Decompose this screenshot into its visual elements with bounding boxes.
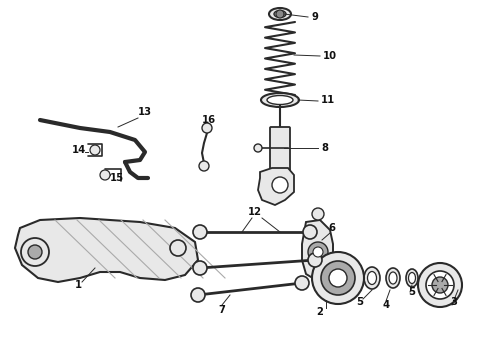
Ellipse shape <box>261 93 299 107</box>
Ellipse shape <box>389 272 397 284</box>
Text: 9: 9 <box>311 12 318 22</box>
Circle shape <box>90 145 100 155</box>
Text: 3: 3 <box>450 297 457 307</box>
Circle shape <box>295 276 309 290</box>
Text: 1: 1 <box>74 280 81 290</box>
Circle shape <box>426 271 454 299</box>
Ellipse shape <box>274 10 286 18</box>
Ellipse shape <box>409 273 416 284</box>
Circle shape <box>432 277 448 293</box>
Text: 16: 16 <box>202 115 216 125</box>
Text: 11: 11 <box>321 95 335 105</box>
Text: 5: 5 <box>357 297 364 307</box>
Circle shape <box>308 242 328 262</box>
Text: 12: 12 <box>248 207 262 217</box>
Ellipse shape <box>368 271 376 284</box>
Circle shape <box>272 177 288 193</box>
Polygon shape <box>15 218 198 282</box>
Text: 8: 8 <box>321 143 328 153</box>
Text: 7: 7 <box>219 305 225 315</box>
Text: 13: 13 <box>138 107 152 117</box>
Text: 15: 15 <box>110 173 124 183</box>
FancyBboxPatch shape <box>270 127 290 173</box>
Circle shape <box>308 253 322 267</box>
Polygon shape <box>258 168 294 205</box>
Circle shape <box>312 208 324 220</box>
Circle shape <box>202 123 212 133</box>
Circle shape <box>28 245 42 259</box>
Circle shape <box>21 238 49 266</box>
Circle shape <box>170 240 186 256</box>
Ellipse shape <box>267 95 293 104</box>
Text: 4: 4 <box>382 300 390 310</box>
Text: 5: 5 <box>408 287 415 297</box>
Ellipse shape <box>269 8 291 20</box>
Circle shape <box>313 247 323 257</box>
Circle shape <box>312 252 364 304</box>
Text: 10: 10 <box>323 51 337 61</box>
Circle shape <box>193 225 207 239</box>
Text: 6: 6 <box>328 223 335 233</box>
Ellipse shape <box>364 267 380 289</box>
Circle shape <box>276 10 284 18</box>
Circle shape <box>193 261 207 275</box>
Circle shape <box>254 144 262 152</box>
Text: 14: 14 <box>72 145 86 155</box>
Circle shape <box>329 269 347 287</box>
Ellipse shape <box>406 269 418 287</box>
Circle shape <box>418 263 462 307</box>
Circle shape <box>100 170 110 180</box>
Circle shape <box>321 261 355 295</box>
Polygon shape <box>302 220 333 280</box>
Circle shape <box>199 161 209 171</box>
Text: 2: 2 <box>317 307 323 317</box>
Ellipse shape <box>386 268 400 288</box>
Circle shape <box>191 288 205 302</box>
Circle shape <box>303 225 317 239</box>
